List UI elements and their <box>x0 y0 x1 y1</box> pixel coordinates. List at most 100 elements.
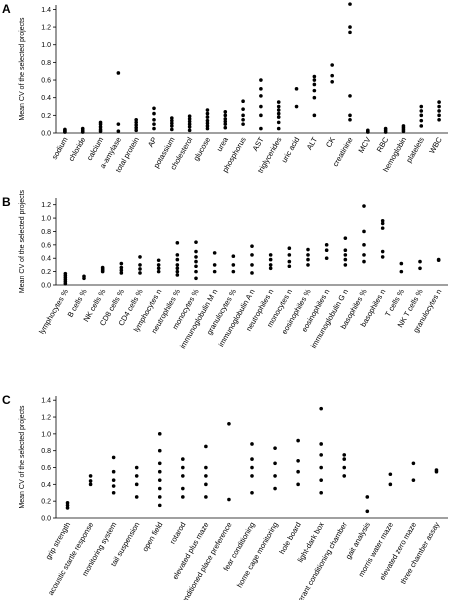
point <box>134 482 139 487</box>
point <box>380 249 385 254</box>
point <box>296 482 300 487</box>
point <box>175 241 180 245</box>
point <box>111 484 116 488</box>
point <box>157 478 162 482</box>
y-tick-label: 0.0 <box>41 131 51 138</box>
point <box>362 253 366 257</box>
point <box>401 124 406 128</box>
y-tick-label: 1.0 <box>41 216 51 223</box>
x-tick-label: rotarod <box>168 521 188 546</box>
point <box>330 73 334 78</box>
point <box>175 269 180 274</box>
point <box>100 265 105 270</box>
point <box>319 406 323 411</box>
point <box>175 263 180 267</box>
point <box>156 269 161 274</box>
x-tick-label: AST <box>251 135 266 152</box>
point <box>343 248 348 252</box>
point <box>294 87 299 91</box>
point <box>119 265 124 270</box>
point <box>82 274 86 279</box>
point <box>418 259 422 264</box>
point <box>259 94 263 98</box>
y-tick-label: 1.0 <box>41 431 51 438</box>
point <box>419 118 424 123</box>
point <box>157 495 162 499</box>
point <box>170 116 174 120</box>
point <box>98 125 103 129</box>
panel-label: B <box>2 195 11 209</box>
point <box>231 263 236 267</box>
point <box>152 126 156 131</box>
point <box>204 495 208 499</box>
point <box>65 501 70 505</box>
point <box>134 495 139 499</box>
point <box>250 442 254 446</box>
point <box>268 257 273 262</box>
point <box>276 108 281 112</box>
point <box>399 261 404 266</box>
point <box>205 124 210 128</box>
panel-label: A <box>2 2 11 16</box>
point <box>205 115 210 119</box>
x-tick-label: MCV <box>356 136 372 155</box>
point <box>223 117 228 121</box>
point <box>152 106 156 111</box>
x-tick-label: home cage monitoring <box>235 521 280 590</box>
point <box>241 122 245 126</box>
point <box>296 469 300 474</box>
point <box>175 266 180 271</box>
x-tick-label: AP <box>146 136 159 149</box>
point <box>312 78 317 82</box>
point <box>111 455 116 460</box>
point <box>119 271 124 275</box>
point <box>306 247 310 252</box>
point <box>312 74 317 79</box>
point <box>276 100 281 104</box>
point <box>343 263 348 267</box>
point <box>365 495 370 499</box>
y-tick-label: 0.4 <box>41 256 51 263</box>
point <box>204 474 208 478</box>
point <box>187 125 192 129</box>
y-tick-label: 0.8 <box>41 229 51 236</box>
point <box>348 117 352 122</box>
point <box>119 261 124 266</box>
point <box>170 118 174 123</box>
point <box>65 503 70 508</box>
x-tick-label: open field <box>140 521 164 554</box>
point <box>170 124 174 128</box>
point <box>170 127 174 132</box>
point <box>296 438 300 443</box>
point <box>380 226 385 230</box>
point <box>241 99 245 104</box>
point <box>204 482 208 487</box>
point <box>111 490 116 495</box>
point <box>138 255 142 259</box>
point <box>437 117 441 122</box>
y-tick-label: 1.4 <box>41 398 51 405</box>
point <box>156 258 161 263</box>
point <box>259 87 263 91</box>
point <box>181 474 185 478</box>
point <box>227 497 231 502</box>
point <box>273 474 277 478</box>
point <box>170 121 174 126</box>
point <box>399 269 404 274</box>
y-axis-label: Mean CV of the selected projects <box>19 189 26 293</box>
point <box>98 120 103 125</box>
point <box>227 421 231 426</box>
point <box>205 118 210 123</box>
point <box>65 506 70 510</box>
point <box>63 127 67 132</box>
point <box>194 264 198 269</box>
point <box>319 453 323 457</box>
point <box>241 107 245 111</box>
point <box>205 108 210 112</box>
x-tick-label: hole board <box>277 521 303 556</box>
point <box>259 126 263 131</box>
y-axis-label: Mean CV of the selected projects <box>19 405 26 509</box>
point <box>175 273 180 277</box>
point <box>187 117 192 121</box>
